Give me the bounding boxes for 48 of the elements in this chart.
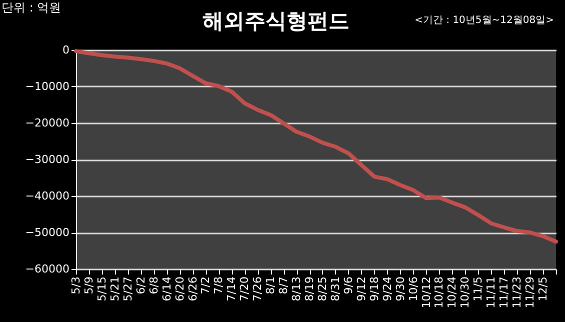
x-tick-label: 11/11 (484, 276, 498, 308)
chart-subtitle: <기간 : 10년5월~12월08일> (414, 15, 554, 26)
y-tick-label: −50000 (25, 226, 70, 239)
y-axis-title: 단위 : 억원 (2, 0, 62, 14)
x-tick-label: 5/15 (95, 276, 108, 302)
x-tick-label: 7/2 (199, 276, 212, 294)
x-tick-label: 8/1 (264, 276, 278, 294)
line-series (74, 49, 558, 244)
x-tick-label: 5/3 (70, 276, 82, 294)
x-tick-label: 8/25 (316, 276, 329, 302)
y-tick-label: 0 (62, 44, 70, 56)
x-tick-label: 6/8 (147, 276, 160, 294)
x-tick-label: 11/5 (472, 276, 485, 302)
x-tick-label: 6/20 (173, 276, 186, 302)
x-tick-label: 5/9 (82, 276, 96, 294)
x-tick-label: 8/7 (277, 276, 290, 294)
x-tick-label: 11/17 (498, 276, 511, 308)
x-tick-label: 10/24 (446, 276, 459, 308)
x-tick-label: 9/12 (354, 276, 368, 302)
x-tick-label: 8/13 (290, 276, 304, 302)
x-tick-label: 5/27 (121, 276, 134, 302)
x-tick-label: 6/2 (134, 276, 148, 294)
chart-title: 해외주식형펀드 (202, 9, 350, 33)
y-tick-label: −10000 (25, 80, 70, 93)
x-tick-label: 10/18 (432, 276, 446, 308)
x-tick-label: 7/20 (238, 276, 252, 302)
x-tick-label: 7/8 (212, 276, 226, 294)
x-tick-label: 9/6 (342, 276, 355, 294)
x-tick-label: 6/26 (186, 276, 200, 302)
x-tick-label: 8/31 (328, 276, 342, 302)
x-tick-label: 7/14 (225, 276, 238, 302)
x-tick-label: 9/30 (394, 276, 407, 302)
y-tick-label: −30000 (25, 153, 70, 166)
x-tick-label: 11/29 (524, 276, 537, 308)
y-tick-label: −40000 (25, 190, 70, 202)
x-tick-label: 11/23 (510, 276, 524, 308)
x-tick-label: 8/19 (303, 276, 316, 302)
x-tick-label: 9/18 (368, 276, 381, 302)
x-tick-label: 10/30 (458, 276, 472, 308)
x-tick-label: 5/21 (108, 276, 122, 302)
y-tick-label: −20000 (25, 116, 70, 130)
x-tick-label: 10/12 (420, 276, 433, 308)
x-tick-label: 9/24 (380, 276, 394, 302)
x-tick-label: 12/5 (536, 276, 550, 302)
x-tick-label: 6/14 (160, 276, 174, 302)
x-tick-label: 10/6 (406, 276, 420, 302)
y-tick-label: −60000 (25, 262, 70, 276)
x-tick-label: 7/26 (251, 276, 264, 302)
